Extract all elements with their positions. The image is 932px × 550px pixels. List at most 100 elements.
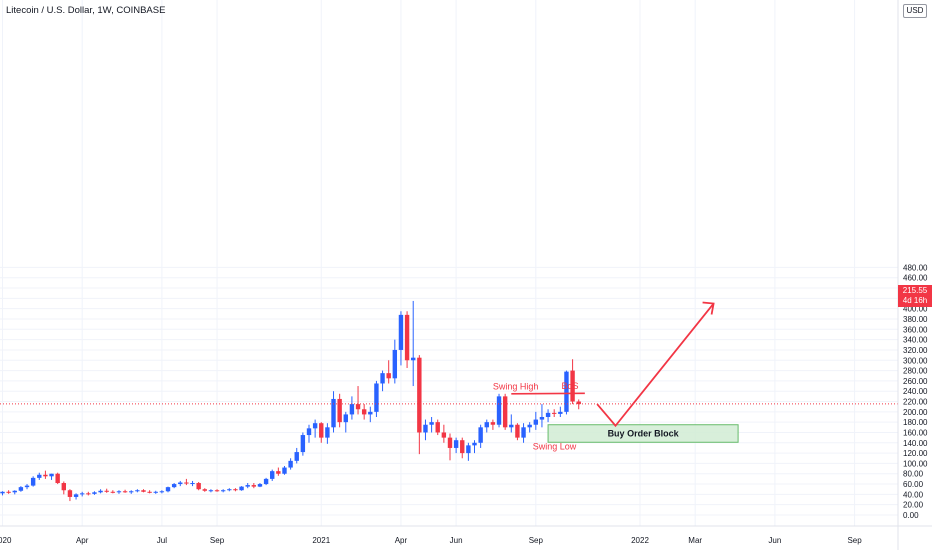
candle-body (153, 491, 158, 493)
candle-body (104, 490, 109, 492)
projection-path[interactable] (596, 302, 715, 428)
candle-body (509, 424, 514, 428)
candle-body (263, 478, 269, 485)
time-axis[interactable]: 2020 Apr Jul Sep 2021 Apr Jun Sep 2022 Mar Jun Sep (0, 536, 862, 545)
candle-body (361, 409, 367, 415)
y-tick-label: 380.00 (903, 315, 928, 324)
y-tick-label: 0.00 (903, 511, 919, 520)
current-price-value: 215.55 (902, 286, 928, 295)
candle-body (300, 435, 306, 453)
candle-body (276, 471, 281, 474)
candle-body (527, 424, 532, 428)
candle-body (110, 491, 116, 493)
candle-body (288, 460, 293, 468)
candle-body (337, 398, 342, 423)
y-tick-label: 160.00 (903, 428, 928, 437)
candle-body (18, 487, 24, 491)
candle-body (417, 357, 422, 433)
candle-body (466, 445, 471, 454)
y-tick-label: 220.00 (903, 398, 928, 407)
y-tick-label: 20.00 (903, 501, 924, 510)
candle-body (576, 401, 581, 405)
candle-body (392, 349, 398, 379)
bos-label: BoS (562, 381, 579, 391)
chart-grid (0, 0, 898, 526)
candle-body (460, 440, 465, 454)
candle-body (98, 490, 103, 493)
drawing-overlays[interactable]: Buy Order Block Swing High BoS Swing Low (0, 301, 898, 452)
candle-body (349, 404, 355, 415)
order-block-label: Buy Order Block (608, 429, 680, 439)
candle-body (411, 357, 416, 361)
candle-body (49, 473, 54, 477)
candle-body (55, 473, 60, 484)
candle-body (171, 484, 177, 488)
candle-body (374, 383, 379, 412)
candle-body (220, 490, 226, 492)
current-price-tag: 215.55 4d 16h (898, 285, 932, 307)
candle-body (141, 490, 146, 492)
candle-body (447, 437, 453, 448)
y-tick-label: 260.00 (903, 377, 928, 386)
candle-body (306, 428, 312, 436)
candle-body (368, 411, 373, 415)
x-tick-label: Apr (76, 536, 89, 545)
candle-body (0, 491, 5, 494)
candle-body (67, 490, 73, 497)
candle-body (380, 373, 385, 384)
x-tick-label: Mar (688, 536, 702, 545)
candle-body (12, 490, 17, 493)
y-tick-label: 240.00 (903, 387, 928, 396)
y-tick-label: 40.00 (903, 490, 924, 499)
x-tick-label: Sep (210, 536, 225, 545)
bos-line[interactable] (511, 392, 585, 395)
candle-body (86, 493, 91, 495)
candle-body (37, 474, 42, 478)
candle-body (178, 482, 183, 485)
candle-body (184, 482, 189, 484)
candle-body (282, 467, 287, 474)
y-tick-label: 120.00 (903, 449, 928, 458)
candle-body (515, 424, 520, 438)
candle-body (325, 427, 330, 438)
candle-body (239, 486, 244, 491)
candle-body (496, 396, 502, 425)
candle-countdown: 4d 16h (902, 296, 928, 305)
candle-body (453, 440, 459, 448)
candle-body (552, 412, 557, 414)
candle-body (208, 490, 214, 492)
candle-body (564, 371, 569, 412)
x-tick-label: Jun (768, 536, 781, 545)
candle-body (423, 424, 428, 433)
candle-body (61, 483, 66, 491)
currency-badge[interactable]: USD (903, 4, 927, 18)
candle-body (570, 370, 575, 402)
candle-body (441, 432, 447, 438)
candle-body (533, 419, 539, 425)
candle-body (245, 485, 250, 487)
candlestick-series (0, 300, 581, 502)
swing-high-label: Swing High (493, 382, 539, 392)
candle-body (545, 412, 551, 417)
candle-body (73, 494, 79, 497)
candle-body (24, 485, 30, 488)
y-tick-label: 300.00 (903, 356, 928, 365)
candle-body (343, 414, 348, 423)
y-tick-label: 80.00 (903, 470, 924, 479)
candle-body (92, 492, 97, 494)
candle-body (484, 422, 489, 428)
candle-body (233, 489, 238, 491)
y-tick-label: 400.00 (903, 305, 928, 314)
candle-body (270, 471, 275, 479)
candle-body (386, 373, 391, 379)
candle-body (202, 489, 207, 491)
x-tick-label: Jun (450, 536, 463, 545)
candle-body (159, 491, 165, 493)
buy-order-block-zone[interactable] (547, 424, 739, 443)
candle-body (539, 416, 545, 420)
candle-body (129, 491, 134, 493)
candle-body (214, 490, 220, 492)
candle-body (478, 427, 483, 443)
